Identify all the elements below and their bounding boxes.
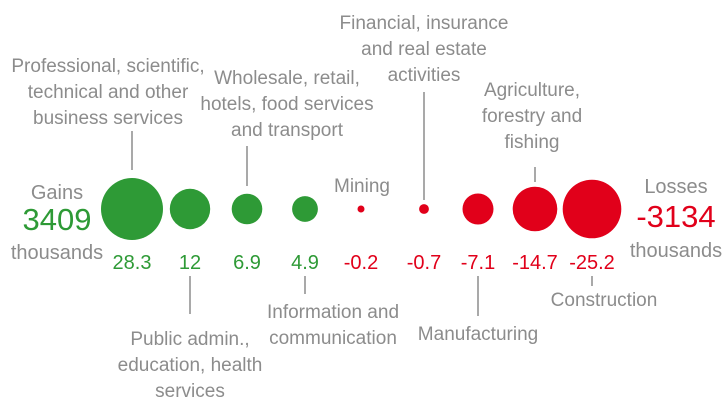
category-label-line: activities: [388, 65, 461, 86]
category-label-line: fishing: [505, 132, 560, 153]
category-labels: Professional, scientific, technical and o…: [11, 13, 657, 402]
value-label: -25.2: [569, 252, 615, 274]
category-label: Wholesale, retail, hotels, food services a…: [200, 68, 373, 141]
category-label-line: Public admin.,: [130, 329, 249, 350]
category-label-line: forestry and: [482, 106, 582, 127]
bubble: [562, 179, 622, 239]
value-label: -14.7: [512, 252, 558, 274]
category-label: Manufacturing: [418, 324, 538, 345]
value-label: -0.2: [344, 252, 378, 274]
gains-label: Gains: [31, 182, 83, 204]
category-label: Construction: [551, 290, 658, 311]
gains-unit: thousands: [11, 242, 103, 264]
gains-total: 3409: [23, 202, 92, 237]
category-label-line: Financial, insurance: [340, 13, 509, 34]
value-labels: 28.3 12 6.9 4.9 -0.2 -0.7 -7.1 -14.7 -25.2: [113, 252, 615, 274]
category-label-line: services: [155, 381, 225, 402]
losses-label: Losses: [644, 176, 707, 198]
category-label-line: communication: [269, 328, 397, 349]
category-label: Agriculture, forestry and fishing: [482, 80, 582, 153]
category-label-line: and transport: [231, 120, 344, 141]
category-label: Financial, insurance and real estate activ…: [340, 13, 509, 86]
losses-summary: Losses -3134 thousands: [630, 176, 722, 262]
value-label: 4.9: [291, 252, 319, 274]
bubble: [292, 196, 318, 222]
category-label-line: Construction: [551, 290, 658, 311]
category-label-line: Professional, scientific,: [11, 56, 204, 77]
value-label: 6.9: [233, 252, 261, 274]
bubble: [462, 193, 494, 225]
category-label-line: Agriculture,: [484, 80, 580, 101]
losses-total: -3134: [636, 199, 715, 234]
category-label-line: Wholesale, retail,: [214, 68, 360, 89]
category-label-line: Manufacturing: [418, 324, 538, 345]
category-label: Public admin., education, health services: [118, 329, 263, 402]
category-label: Mining: [334, 176, 390, 197]
value-label: 28.3: [113, 252, 152, 274]
bubble: [101, 178, 163, 240]
bubble: [419, 204, 429, 214]
bubble: [231, 193, 263, 225]
bubble: [169, 188, 211, 230]
value-label: -7.1: [461, 252, 495, 274]
category-label-line: technical and other: [28, 82, 189, 103]
category-label: Professional, scientific, technical and o…: [11, 56, 204, 129]
category-label-line: and real estate: [361, 39, 487, 60]
category-label-line: business services: [33, 108, 183, 129]
losses-unit: thousands: [630, 240, 722, 262]
category-label-line: hotels, food services: [200, 94, 373, 115]
gains-summary: Gains 3409 thousands: [11, 182, 103, 264]
bubbles: [101, 178, 622, 240]
leader-lines: [131, 92, 593, 316]
value-label: -0.7: [407, 252, 441, 274]
value-label: 12: [179, 252, 201, 274]
category-label: Information and communication: [267, 302, 399, 349]
category-label-line: Mining: [334, 176, 390, 197]
bubble: [357, 205, 365, 213]
bubble: [512, 186, 558, 232]
category-label-line: Information and: [267, 302, 399, 323]
category-label-line: education, health: [118, 355, 263, 376]
